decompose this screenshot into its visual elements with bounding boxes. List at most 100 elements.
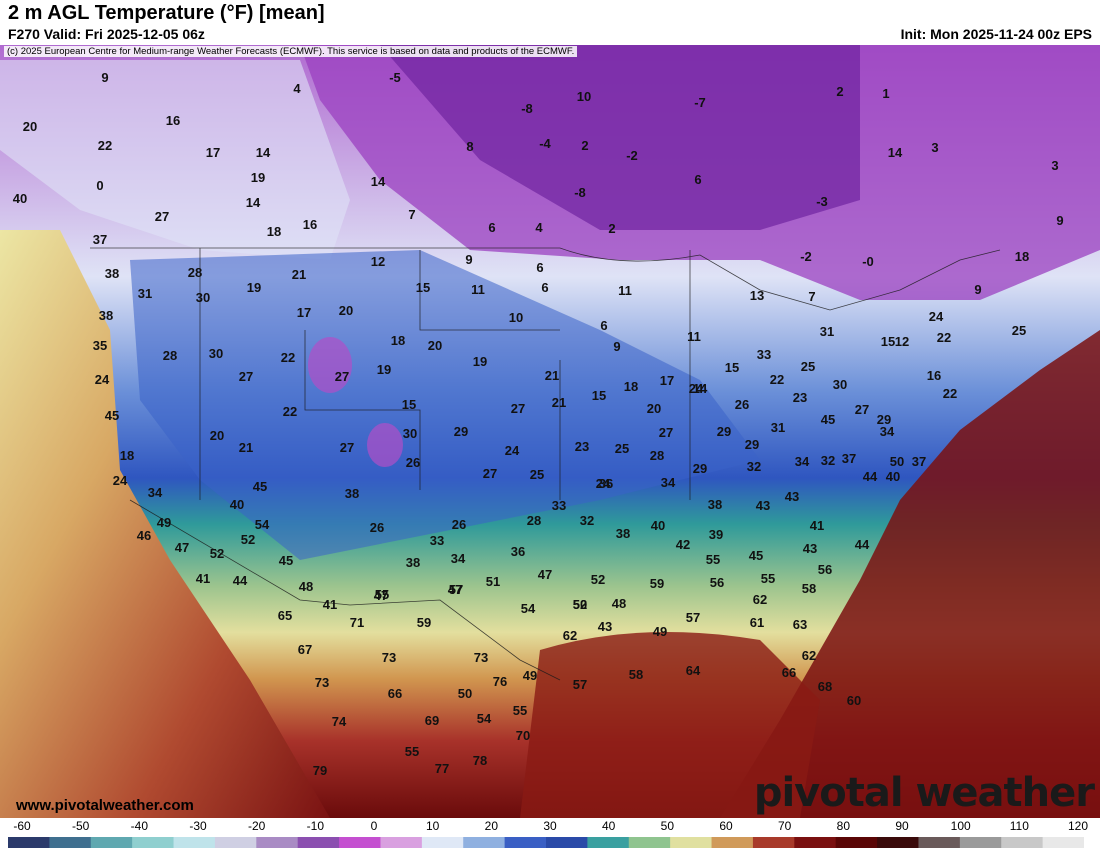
- temperature-value: 29: [454, 424, 468, 439]
- temperature-value: 57: [449, 582, 463, 597]
- site-url[interactable]: www.pivotalweather.com: [16, 797, 194, 814]
- temperature-value: 15: [881, 334, 895, 349]
- colorbar-segment: [8, 837, 50, 848]
- colorbar-tick: -10: [306, 819, 324, 833]
- temperature-value: 52: [573, 597, 587, 612]
- temperature-value: 45: [821, 412, 835, 427]
- colorbar-tick: 30: [543, 819, 557, 833]
- temperature-value: 9: [613, 339, 620, 354]
- temperature-value: 4: [293, 81, 301, 96]
- temperature-value: 34: [880, 424, 895, 439]
- temperature-value: 18: [624, 379, 638, 394]
- temperature-value: 14: [246, 195, 261, 210]
- temperature-value: 79: [313, 763, 327, 778]
- temperature-value: 36: [599, 476, 613, 491]
- colorbar-segment: [339, 837, 381, 848]
- temperature-value: 43: [756, 498, 770, 513]
- temperature-value: -4: [539, 136, 551, 151]
- temperature-value: 66: [388, 686, 402, 701]
- temperature-value: 54: [255, 517, 270, 532]
- temperature-value: 65: [278, 608, 292, 623]
- temperature-value: 26: [370, 520, 384, 535]
- temperature-value: 34: [795, 454, 810, 469]
- colorbar-segment: [752, 837, 795, 848]
- colorbar-gradient: [8, 837, 1084, 848]
- temperature-value: 10: [509, 310, 523, 325]
- colorbar-tick: -30: [189, 819, 207, 833]
- temperature-value: 24: [505, 443, 520, 458]
- temperature-value: 34: [661, 475, 676, 490]
- temperature-value: 40: [13, 191, 27, 206]
- temperature-value: 21: [545, 368, 559, 383]
- temperature-value: 21: [292, 267, 306, 282]
- init-time: Init: Mon 2025-11-24 00z EPS: [900, 26, 1092, 42]
- temperature-value: 20: [339, 303, 353, 318]
- temperature-value: 6: [541, 280, 548, 295]
- colorbar-tick: 10: [425, 819, 440, 833]
- temperature-value: 45: [253, 479, 267, 494]
- copyright-notice: (c) 2025 European Centre for Medium-rang…: [4, 46, 578, 57]
- map-title: 2 m AGL Temperature (°F) [mean]: [8, 2, 325, 24]
- temperature-value: 31: [820, 324, 834, 339]
- colorbar-segment: [256, 837, 299, 848]
- temperature-value: 18: [1015, 249, 1029, 264]
- temperature-value: 74: [332, 714, 347, 729]
- colorbar-segment: [214, 837, 257, 848]
- temperature-value: 43: [803, 541, 817, 556]
- colorbar-segment: [794, 837, 837, 848]
- colorbar-tick: 110: [1009, 819, 1029, 833]
- temperature-value: 28: [188, 265, 202, 280]
- temperature-value: 55: [375, 587, 389, 602]
- temperature-value: 27: [335, 369, 349, 384]
- temperature-value: 14: [693, 381, 708, 396]
- temperature-value: 55: [706, 552, 720, 567]
- temperature-value: 71: [350, 615, 364, 630]
- temperature-value: 34: [451, 551, 466, 566]
- colorbar-tick: 90: [895, 819, 909, 833]
- temperature-value: 67: [298, 642, 312, 657]
- temperature-value: 11: [471, 282, 485, 297]
- temperature-value: 17: [297, 305, 311, 320]
- temperature-value: 37: [93, 232, 107, 247]
- temperature-value: 68: [818, 679, 832, 694]
- temperature-value: 37: [842, 451, 856, 466]
- temperature-value: 23: [793, 390, 807, 405]
- temperature-value: -2: [800, 249, 812, 264]
- temperature-value: 59: [417, 615, 431, 630]
- colorbar-segment: [670, 837, 713, 848]
- temperature-value: 21: [552, 395, 566, 410]
- temperature-value: 23: [575, 439, 589, 454]
- colorbar-tick: 80: [836, 819, 851, 833]
- temperature-value: 58: [802, 581, 816, 596]
- temperature-value: 38: [105, 266, 119, 281]
- temperature-value: 29: [745, 437, 759, 452]
- colorbar-tick: 0: [370, 819, 378, 833]
- colorbar-tick: 20: [484, 819, 499, 833]
- temperature-value: 14: [888, 145, 903, 160]
- temperature-value: 45: [105, 408, 119, 423]
- temperature-value: 49: [653, 624, 667, 639]
- temperature-value: 2: [581, 138, 588, 153]
- temperature-value: 0: [96, 178, 103, 193]
- temperature-value: 22: [937, 330, 951, 345]
- temperature-value: 42: [676, 537, 690, 552]
- temperature-value: -5: [389, 70, 401, 85]
- temperature-value: 7: [408, 207, 415, 222]
- temperature-value: 22: [98, 138, 112, 153]
- temperature-value: 27: [855, 402, 869, 417]
- colorbar-segment: [49, 837, 92, 848]
- colorbar-segment: [297, 837, 340, 848]
- temperature-value: 59: [650, 576, 664, 591]
- temperature-value: -8: [574, 185, 586, 200]
- temperature-value: 54: [521, 601, 536, 616]
- temperature-value: 44: [863, 469, 878, 484]
- temperature-value: 20: [23, 119, 37, 134]
- colorbar-segment: [173, 837, 216, 848]
- header: 2 m AGL Temperature (°F) [mean] F270 Val…: [0, 0, 1100, 45]
- temperature-value: 38: [708, 497, 722, 512]
- temperature-value: 20: [210, 428, 224, 443]
- temperature-value: 13: [750, 288, 764, 303]
- temperature-value: 9: [974, 282, 981, 297]
- temperature-value: 41: [810, 518, 824, 533]
